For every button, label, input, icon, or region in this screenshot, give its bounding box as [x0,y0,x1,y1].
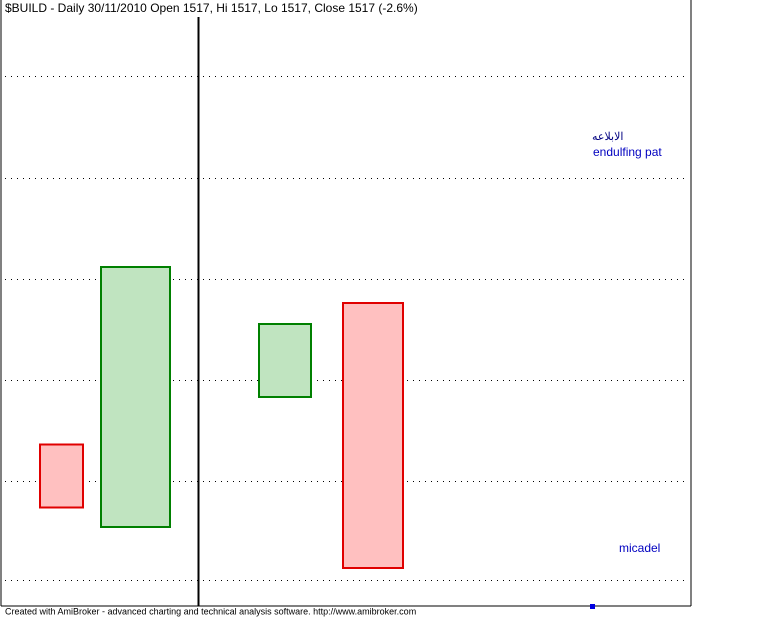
annotation: الابلاعه [592,131,623,143]
bearish-candle [342,302,404,569]
bullish-candle [100,266,171,528]
bearish-candle [39,443,84,509]
footer-text: Created with AmiBroker - advanced charti… [5,606,416,616]
annotation: micadel [619,541,660,555]
annotation: endulfing pat [593,145,662,159]
bullish-candle [258,323,312,398]
chart-title: $BUILD - Daily 30/11/2010 Open 1517, Hi … [5,1,418,15]
marker [590,604,595,609]
